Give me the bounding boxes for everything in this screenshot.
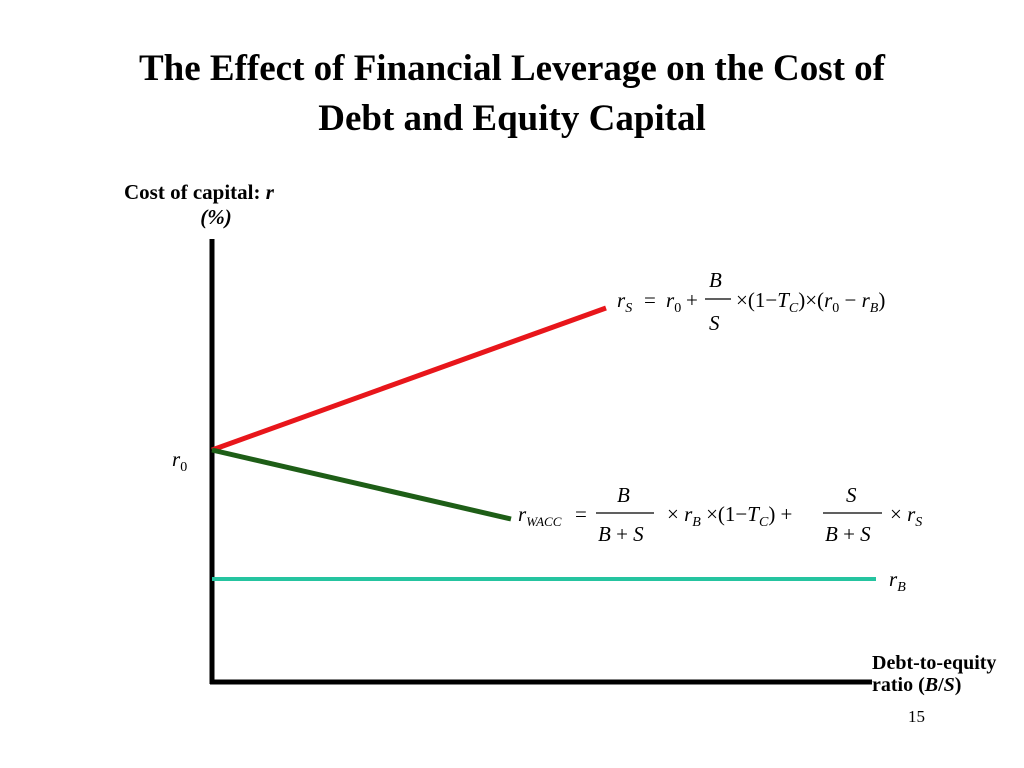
y-axis-label: Cost of capital: r (%) [124, 180, 314, 230]
y-axis-label-line-1: Cost of capital: r [124, 180, 274, 204]
rwacc-formula: rWACC = B B + S × rB ×(1−TC) + S B + S ×… [518, 483, 922, 546]
x-axis-label-line-1: Debt-to-equity [872, 652, 997, 674]
svg-text:B: B [617, 483, 630, 507]
svg-text:B: B [709, 268, 722, 292]
x-axis-label-line-2: ratio (B/S) [872, 674, 962, 696]
svg-text:×(1−TC)×(r0 − rB): ×(1−TC)×(r0 − rB) [736, 288, 885, 316]
svg-text:B + S: B + S [598, 522, 644, 546]
svg-text:+: + [686, 288, 698, 312]
svg-text:S: S [846, 483, 857, 507]
y-axis-label-line-2: (%) [200, 205, 232, 229]
rb-label: rB [889, 567, 906, 595]
rwacc-line [211, 447, 512, 522]
x-axis-label: Debt-to-equity ratio (B/S) [872, 652, 996, 696]
title-line-2: Debt and Equity Capital [318, 98, 706, 139]
svg-text:r0: r0 [666, 288, 681, 316]
svg-text:× rB ×(1−TC) +: × rB ×(1−TC) + [667, 502, 792, 530]
svg-text:rS: rS [617, 288, 632, 316]
slide-title: The Effect of Financial Leverage on the … [0, 44, 1024, 144]
r0-label: r0 [172, 447, 187, 475]
rs-line [211, 305, 607, 453]
svg-text:B + S: B + S [825, 522, 871, 546]
svg-text:S: S [709, 311, 720, 335]
page-number: 15 [908, 707, 925, 726]
title-line-1: The Effect of Financial Leverage on the … [138, 48, 886, 89]
svg-text:rWACC: rWACC [518, 502, 562, 529]
svg-text:=: = [575, 502, 587, 526]
svg-text:× rS: × rS [890, 502, 922, 530]
svg-text:=: = [644, 288, 656, 312]
rs-formula: rS = r0 + B S ×(1−TC)×(r0 − rB) [617, 268, 885, 335]
